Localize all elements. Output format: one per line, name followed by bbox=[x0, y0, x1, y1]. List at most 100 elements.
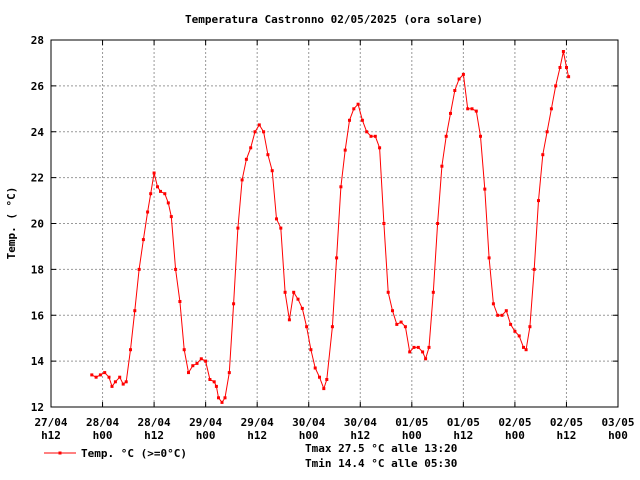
x-tick-label-hour: h12 bbox=[453, 429, 473, 442]
data-point bbox=[94, 375, 98, 379]
chart-title: Temperatura Castronno 02/05/2025 (ora so… bbox=[185, 13, 483, 26]
data-point bbox=[287, 318, 291, 322]
x-tick-label-hour: h00 bbox=[505, 429, 525, 442]
series-layer bbox=[90, 50, 571, 404]
data-point bbox=[431, 290, 435, 294]
data-point bbox=[378, 146, 382, 150]
data-point bbox=[309, 348, 313, 352]
data-point bbox=[416, 345, 420, 349]
data-point bbox=[313, 366, 317, 370]
data-point bbox=[159, 189, 162, 193]
x-tick-label-day: 01/05 bbox=[447, 416, 480, 429]
data-point bbox=[296, 297, 300, 301]
data-point bbox=[558, 66, 562, 69]
grid bbox=[51, 40, 618, 407]
data-point bbox=[403, 325, 407, 329]
data-point bbox=[532, 267, 536, 271]
data-point bbox=[217, 396, 220, 400]
data-point bbox=[517, 334, 521, 338]
x-tick-label-day: 30/04 bbox=[344, 416, 377, 429]
legend-marker bbox=[58, 451, 62, 455]
tmax-annotation: Tmax 27.5 °C alle 13:20 bbox=[305, 442, 457, 455]
data-point bbox=[156, 185, 159, 189]
data-point bbox=[483, 187, 487, 191]
data-point bbox=[382, 222, 386, 225]
data-point bbox=[137, 267, 141, 271]
data-point bbox=[318, 375, 321, 379]
data-point bbox=[208, 378, 212, 381]
data-point bbox=[133, 309, 137, 313]
data-point bbox=[253, 130, 257, 134]
data-point bbox=[305, 325, 309, 329]
data-point bbox=[500, 313, 504, 317]
data-point bbox=[220, 400, 224, 404]
data-point bbox=[408, 350, 412, 354]
data-point bbox=[204, 359, 208, 363]
x-tick-label-day: 29/04 bbox=[189, 416, 222, 429]
data-point bbox=[195, 361, 199, 365]
data-point bbox=[249, 146, 253, 150]
data-point bbox=[487, 256, 491, 260]
series-line bbox=[91, 51, 570, 404]
y-tick-label: 14 bbox=[31, 355, 45, 368]
data-point bbox=[528, 325, 532, 329]
data-point bbox=[491, 302, 495, 306]
data-point bbox=[191, 364, 195, 368]
data-point bbox=[107, 375, 111, 379]
data-point bbox=[524, 348, 528, 352]
y-tick-label: 28 bbox=[31, 34, 44, 47]
data-point bbox=[90, 373, 94, 377]
data-point bbox=[244, 157, 248, 161]
y-tick-label: 26 bbox=[31, 80, 45, 93]
data-point bbox=[279, 226, 283, 230]
data-point bbox=[470, 107, 474, 111]
data-point bbox=[352, 107, 356, 111]
y-axis: 12 14 16 18 20 22 24 26 28 bbox=[31, 34, 618, 414]
data-point bbox=[227, 371, 231, 375]
data-point bbox=[466, 107, 470, 111]
x-axis: 27/04h1228/04h0028/04h1229/04h0029/04h12… bbox=[34, 40, 635, 442]
x-tick-label-day: 29/04 bbox=[241, 416, 274, 429]
data-point bbox=[146, 210, 150, 214]
data-point bbox=[369, 134, 373, 138]
x-tick-label-hour: h12 bbox=[350, 429, 370, 442]
data-point bbox=[212, 380, 216, 384]
data-point bbox=[348, 118, 351, 122]
data-point bbox=[270, 169, 274, 173]
data-point bbox=[356, 102, 360, 106]
data-point bbox=[178, 300, 182, 303]
data-point bbox=[522, 345, 525, 349]
y-tick-label: 24 bbox=[31, 126, 45, 139]
data-point bbox=[424, 357, 428, 361]
data-point bbox=[565, 66, 568, 69]
data-point bbox=[509, 322, 513, 326]
data-point bbox=[98, 373, 102, 377]
data-point bbox=[554, 84, 558, 88]
x-tick-label-day: 03/05 bbox=[601, 416, 634, 429]
data-point bbox=[391, 309, 394, 313]
x-tick-label-hour: h12 bbox=[41, 429, 61, 442]
x-tick-label-hour: h00 bbox=[299, 429, 319, 442]
y-tick-label: 22 bbox=[31, 172, 44, 185]
data-point bbox=[141, 238, 145, 242]
y-tick-label: 12 bbox=[31, 401, 44, 414]
data-point bbox=[474, 109, 478, 113]
data-point bbox=[549, 107, 553, 111]
data-point bbox=[149, 192, 153, 196]
data-point bbox=[335, 256, 339, 260]
x-tick-label-hour: h12 bbox=[144, 429, 164, 442]
data-point bbox=[152, 171, 156, 175]
data-point bbox=[292, 290, 296, 294]
data-point bbox=[199, 357, 203, 361]
data-point bbox=[121, 382, 125, 386]
x-tick-label-day: 28/04 bbox=[86, 416, 119, 429]
data-point bbox=[561, 50, 565, 53]
x-tick-label-hour: h00 bbox=[196, 429, 216, 442]
y-tick-label: 20 bbox=[31, 218, 44, 231]
y-tick-label: 18 bbox=[31, 263, 44, 276]
data-point bbox=[449, 111, 452, 115]
data-point bbox=[236, 226, 240, 230]
y-axis-label: Temp. ( °C) bbox=[5, 187, 18, 260]
x-tick-label-hour: h00 bbox=[93, 429, 113, 442]
data-point bbox=[300, 306, 304, 310]
